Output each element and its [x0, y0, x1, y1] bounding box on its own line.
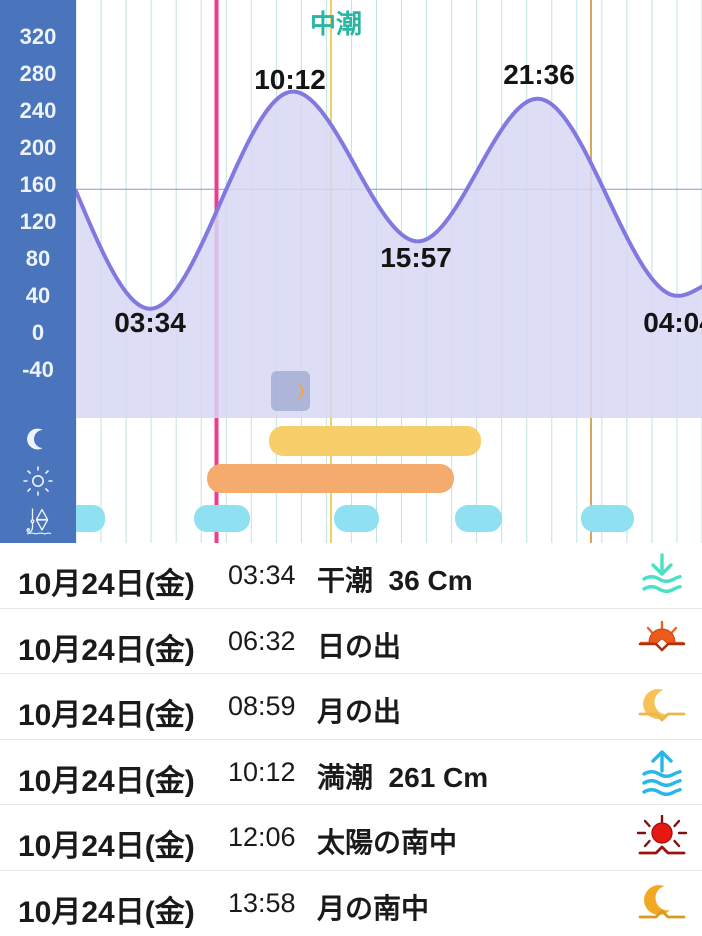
svg-text:03:34: 03:34 — [114, 307, 186, 338]
svg-text:04:04: 04:04 — [643, 307, 702, 338]
svg-text:21:36: 21:36 — [503, 59, 575, 90]
svg-text:中潮: 中潮 — [310, 9, 362, 39]
svg-text:15:57: 15:57 — [380, 242, 452, 273]
svg-text:10:12: 10:12 — [254, 64, 326, 95]
